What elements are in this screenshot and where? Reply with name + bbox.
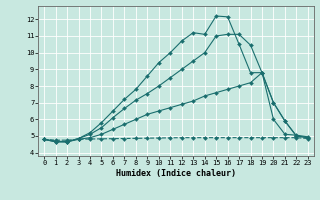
X-axis label: Humidex (Indice chaleur): Humidex (Indice chaleur) <box>116 169 236 178</box>
